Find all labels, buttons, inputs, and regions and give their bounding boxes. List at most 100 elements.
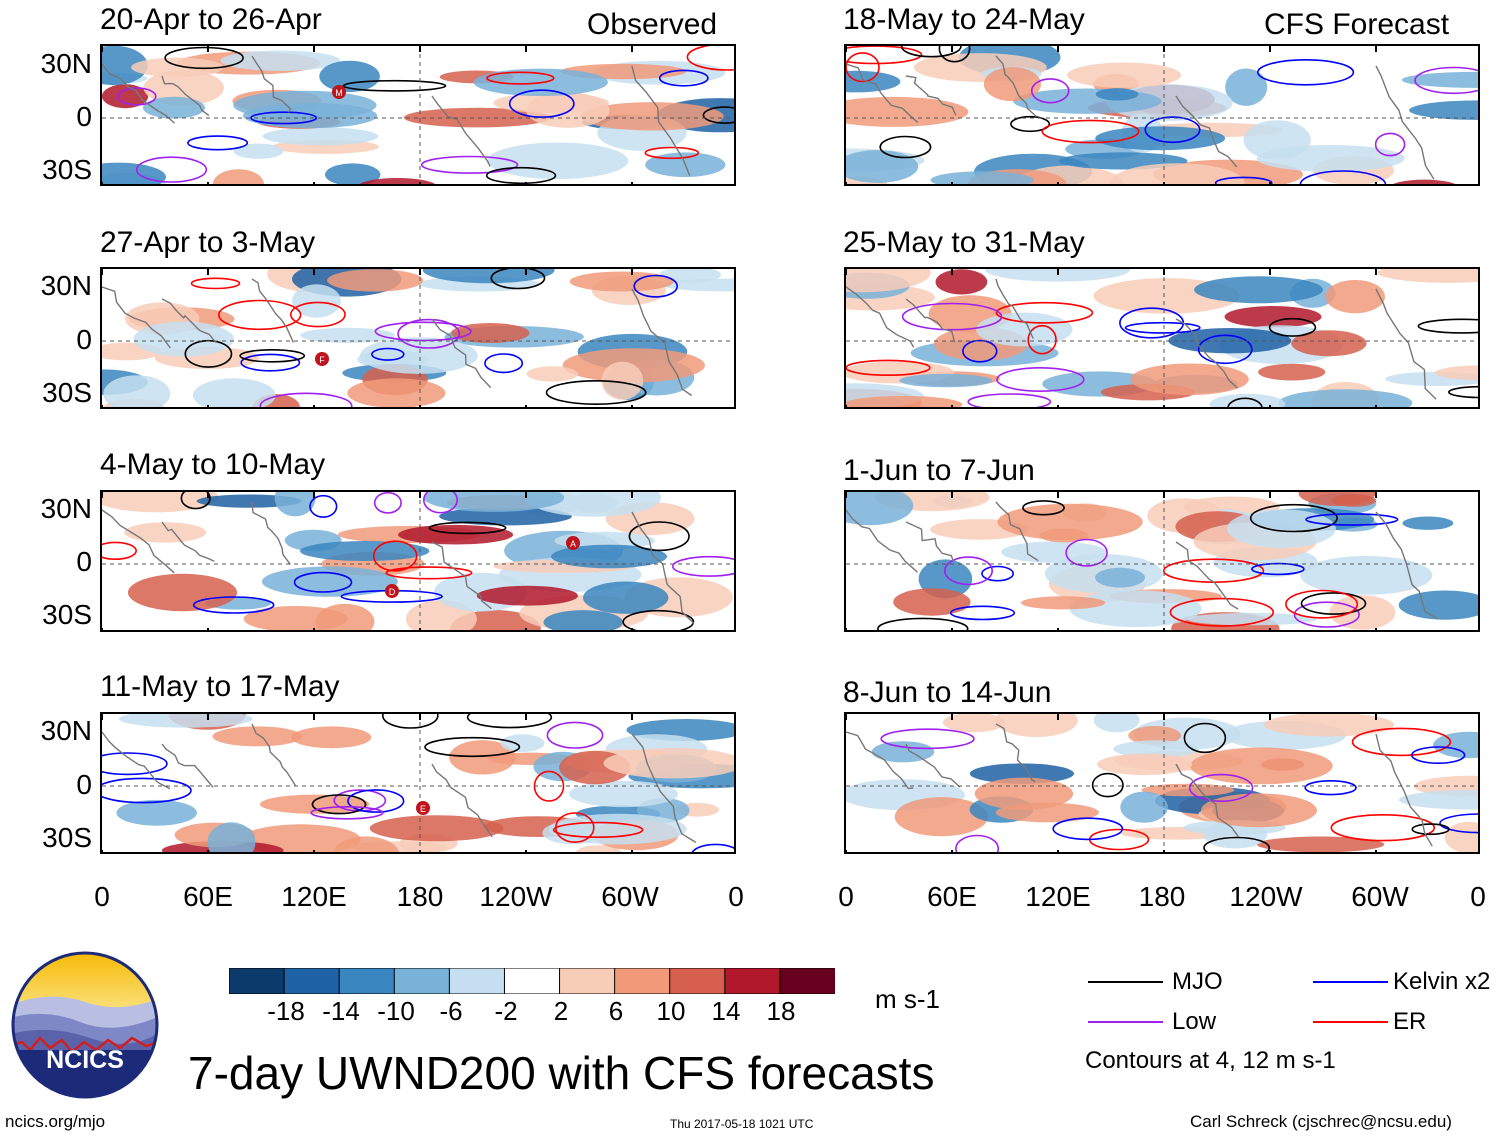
anomaly-shading bbox=[220, 50, 341, 71]
wave-contour bbox=[1030, 78, 1070, 104]
anomaly-shading bbox=[291, 726, 372, 749]
coastline bbox=[102, 286, 171, 349]
anomaly-shading bbox=[1402, 516, 1454, 530]
cfs-forecast-label: CFS Forecast bbox=[1264, 8, 1450, 41]
wave-contour bbox=[545, 380, 647, 406]
anomaly-shading bbox=[398, 524, 514, 545]
colorbar-label: -2 bbox=[494, 996, 518, 1026]
wave-contour bbox=[180, 492, 211, 510]
lon-label: 60E bbox=[927, 881, 977, 912]
wave-contour bbox=[949, 605, 1016, 621]
anomaly-shading bbox=[233, 143, 284, 159]
coastline bbox=[431, 763, 493, 838]
lon-label: 180 bbox=[396, 881, 444, 912]
coastline bbox=[1175, 541, 1239, 610]
coastline bbox=[431, 541, 492, 610]
anomaly-shading bbox=[212, 169, 265, 184]
coastline bbox=[161, 743, 214, 788]
colorbar-label: 6 bbox=[608, 996, 624, 1026]
anomaly-shading bbox=[403, 107, 551, 128]
anomaly-shading bbox=[1128, 726, 1182, 745]
wave-contour bbox=[1022, 500, 1065, 516]
anomaly-shading bbox=[1095, 88, 1139, 101]
anomaly-shading bbox=[124, 522, 207, 543]
wave-contour bbox=[466, 714, 553, 729]
coastline bbox=[102, 509, 175, 574]
panel-title-8: 8-Jun to 14-Jun bbox=[843, 676, 1052, 709]
panel-title-7: 1-Jun to 7-Jun bbox=[843, 454, 1035, 487]
anomaly-shading bbox=[1444, 821, 1478, 852]
anomaly-shading bbox=[207, 822, 256, 852]
wave-contour bbox=[1065, 538, 1108, 567]
wave-contour bbox=[1091, 772, 1124, 798]
storm-marker-e: E bbox=[416, 801, 430, 815]
coastline bbox=[905, 298, 956, 343]
anomaly-shading bbox=[1256, 836, 1385, 852]
anomaly-shading bbox=[1113, 740, 1199, 758]
lon-label: 0 bbox=[1470, 881, 1486, 912]
lat-30n: 30N bbox=[40, 493, 92, 524]
anomaly-shading bbox=[103, 375, 171, 407]
wave-contour bbox=[370, 347, 405, 361]
anomaly-shading bbox=[969, 763, 1074, 784]
lon-label: 60E bbox=[183, 881, 233, 912]
anomaly-shading bbox=[603, 748, 734, 779]
legend-label-mjo: MJO bbox=[1172, 968, 1223, 995]
wave-contour bbox=[658, 69, 709, 87]
legend-lines bbox=[1088, 981, 1388, 1023]
anomaly-shading bbox=[1209, 393, 1286, 407]
anomaly-shading bbox=[894, 797, 989, 837]
panel-title-3: 4-May to 10-May bbox=[100, 448, 326, 481]
wave-contour bbox=[901, 302, 1003, 331]
colorbar-swatch bbox=[779, 968, 835, 994]
wave-contour bbox=[1251, 562, 1305, 576]
coastline bbox=[905, 75, 957, 116]
anomaly-shading bbox=[976, 312, 1073, 347]
wave-contour bbox=[944, 556, 994, 586]
wave-contour bbox=[546, 721, 604, 749]
svg-text:F: F bbox=[319, 355, 325, 365]
panel-title-5: 18-May to 24-May bbox=[843, 3, 1085, 36]
colorbar-swatch bbox=[229, 968, 286, 994]
anomaly-shading bbox=[1435, 365, 1478, 381]
anomaly-shading bbox=[1263, 714, 1395, 737]
wave-contour bbox=[967, 393, 1052, 407]
wave-contour bbox=[846, 52, 880, 83]
anomaly-shading bbox=[369, 815, 504, 842]
anomaly-shading bbox=[1258, 363, 1326, 381]
coastline bbox=[631, 733, 697, 843]
anomaly-shading bbox=[899, 373, 993, 388]
anomaly-shading bbox=[1141, 783, 1235, 797]
colorbar-label: -6 bbox=[439, 996, 463, 1026]
colorbar-label: 10 bbox=[656, 996, 686, 1026]
anomaly-shading bbox=[262, 127, 379, 146]
anomaly-shading bbox=[292, 284, 341, 318]
anomaly-shading bbox=[1120, 791, 1168, 823]
coastline bbox=[1175, 318, 1238, 389]
colorbar-label: 2 bbox=[553, 996, 569, 1026]
anomaly-shading bbox=[930, 171, 1034, 184]
lon-label: 60W bbox=[1351, 881, 1409, 912]
wave-contour bbox=[217, 299, 302, 331]
anomaly-shading bbox=[500, 734, 545, 753]
coastline bbox=[631, 65, 691, 176]
wave-contour bbox=[373, 492, 402, 514]
anomaly-shading bbox=[846, 269, 931, 293]
coastline bbox=[905, 743, 961, 788]
coastline bbox=[846, 509, 918, 573]
anomaly-shading bbox=[116, 799, 197, 826]
lon-label: 60W bbox=[601, 881, 659, 912]
storm-marker-m: M bbox=[332, 85, 346, 99]
anomaly-shading bbox=[1109, 163, 1245, 184]
coastline bbox=[251, 723, 296, 786]
anomaly-shading bbox=[449, 740, 516, 775]
anomaly-shading bbox=[1186, 612, 1317, 626]
colorbar-swatch bbox=[503, 968, 561, 994]
footer-url[interactable]: ncics.org/mjo bbox=[5, 1112, 106, 1131]
wave-contour bbox=[1124, 321, 1201, 334]
wave-contour bbox=[1299, 170, 1387, 184]
wave-contour bbox=[644, 146, 700, 160]
anomaly-shading bbox=[1278, 389, 1413, 407]
anomaly-shading bbox=[1226, 509, 1336, 548]
wave-contour bbox=[1041, 119, 1140, 144]
